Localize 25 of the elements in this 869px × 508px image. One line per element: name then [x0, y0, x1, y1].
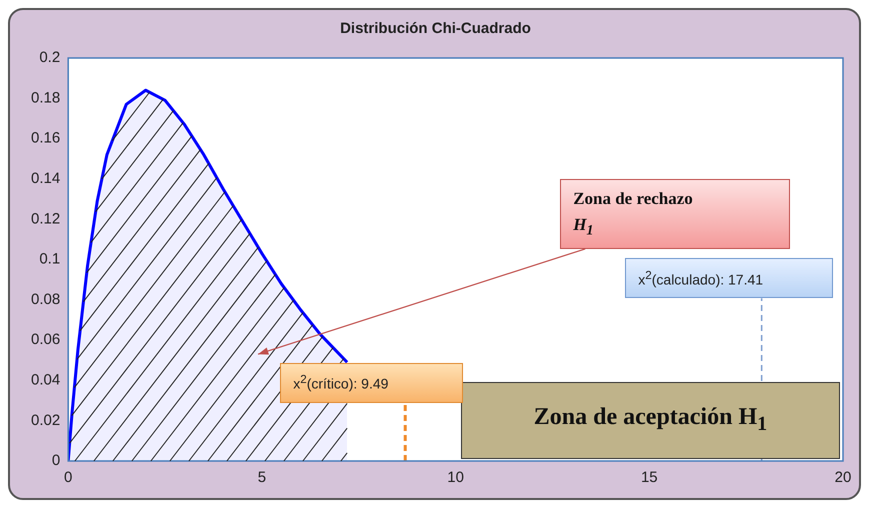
annotation: Zona de rechazo H$_{1}$ — [573, 188, 694, 240]
x-tick-label: 15 — [640, 469, 658, 486]
y-tick-label: 0.08 — [30, 290, 60, 308]
label-box: Zona de aceptación H$_{1}$ — [461, 382, 840, 459]
y-tick-label: 0.18 — [30, 89, 60, 106]
y-tick-label: 0.1 — [39, 250, 60, 268]
annotation: x$^{2}$(calculado): 17.41 — [638, 268, 764, 288]
x-tick-label: 10 — [447, 469, 464, 486]
x-tick-label: 0 — [64, 469, 72, 486]
y-tick-label: 0.2 — [39, 49, 60, 66]
y-tick-label: 0.02 — [30, 412, 60, 429]
annotation: Zona de aceptación H$_{1}$ — [534, 404, 768, 436]
y-tick-label: 0 — [52, 452, 60, 470]
y-tick-label: 0.12 — [30, 210, 60, 228]
y-tick-label: 0.04 — [30, 372, 60, 389]
chart-title: Distribución Chi-Cuadrado — [340, 20, 531, 38]
x-tick-label: 20 — [834, 469, 852, 486]
label-box: x$^{2}$(calculado): 17.41 — [625, 258, 834, 298]
label-box: x$^{2}$(crítico): 9.49 — [280, 362, 464, 403]
y-tick-label: 0.06 — [30, 331, 60, 348]
callout-box: Zona de rechazo H$_{1}$ — [560, 178, 790, 249]
y-tick-label: 0.14 — [30, 170, 60, 188]
x-tick-label: 5 — [258, 469, 266, 486]
annotation: x$^{2}$(crítico): 9.49 — [293, 373, 388, 392]
y-tick-label: 0.16 — [30, 130, 60, 147]
